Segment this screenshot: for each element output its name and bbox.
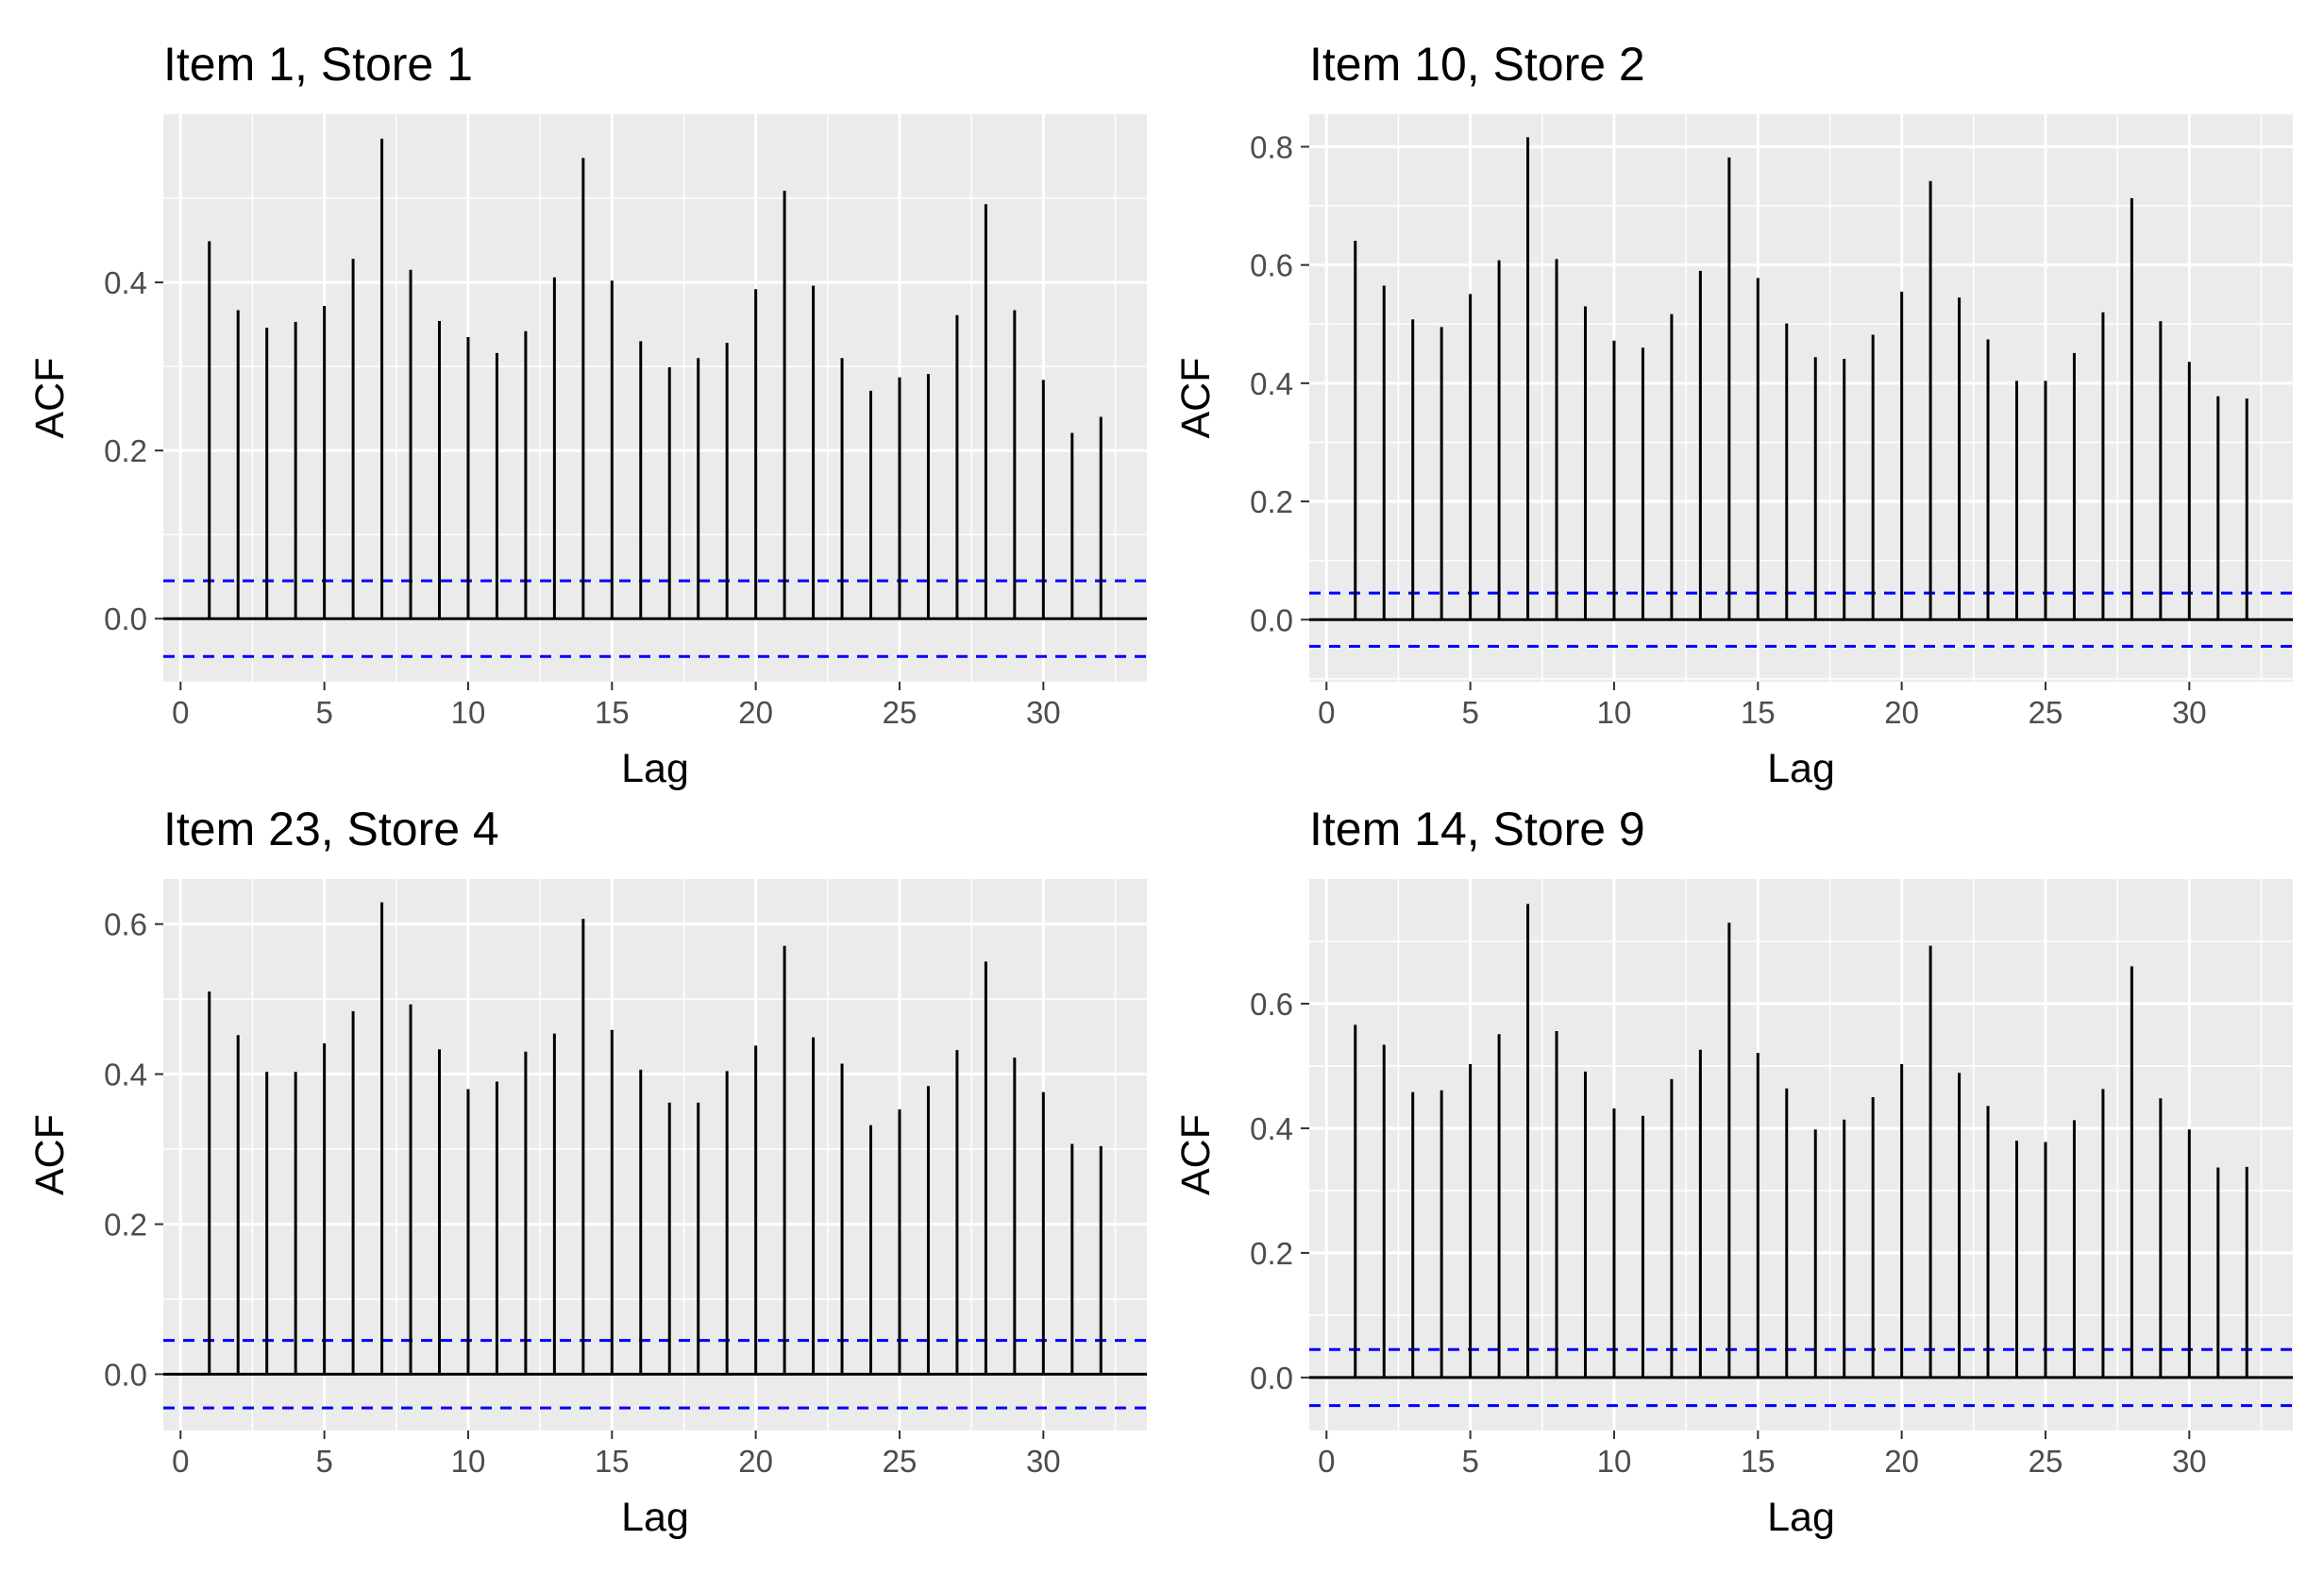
y-tick-label: 0.0 xyxy=(104,1357,147,1392)
x-tick-label: 0 xyxy=(172,1444,189,1479)
x-tick-label: 30 xyxy=(1026,1444,1061,1479)
y-tick-label: 0.2 xyxy=(1250,484,1293,519)
x-tick-label: 20 xyxy=(738,1444,773,1479)
y-tick-label: 0.2 xyxy=(104,433,147,468)
x-axis-title: Lag xyxy=(621,1495,689,1540)
y-tick-label: 0.2 xyxy=(104,1207,147,1242)
x-axis-title: Lag xyxy=(1767,1495,1835,1540)
y-tick-label: 0.6 xyxy=(1250,248,1293,283)
x-tick-label: 10 xyxy=(1597,695,1632,730)
x-tick-label: 15 xyxy=(1741,695,1776,730)
x-tick-label: 0 xyxy=(1318,695,1335,730)
x-tick-label: 5 xyxy=(315,1444,332,1479)
panel-title: Item 14, Store 9 xyxy=(1309,803,1645,855)
y-tick-label: 0.6 xyxy=(1250,987,1293,1022)
panel-background xyxy=(1309,114,2293,682)
x-tick-label: 25 xyxy=(883,1444,918,1479)
x-tick-label: 30 xyxy=(1026,695,1061,730)
x-axis-title: Lag xyxy=(621,746,689,791)
x-tick-label: 0 xyxy=(1318,1444,1335,1479)
panel-background xyxy=(163,879,1147,1430)
y-tick-label: 0.0 xyxy=(1250,602,1293,637)
x-tick-label: 5 xyxy=(1461,1444,1478,1479)
panel-title: Item 23, Store 4 xyxy=(163,803,499,855)
x-tick-label: 25 xyxy=(2029,695,2063,730)
panel-title: Item 1, Store 1 xyxy=(163,38,473,91)
y-tick-label: 0.0 xyxy=(104,601,147,636)
y-tick-label: 0.4 xyxy=(104,1058,147,1092)
x-tick-label: 10 xyxy=(451,1444,486,1479)
x-tick-label: 10 xyxy=(451,695,486,730)
x-tick-label: 30 xyxy=(2172,1444,2207,1479)
panel-title: Item 10, Store 2 xyxy=(1309,38,1645,91)
x-tick-label: 20 xyxy=(738,695,773,730)
y-tick-label: 0.2 xyxy=(1250,1236,1293,1271)
x-tick-label: 5 xyxy=(315,695,332,730)
y-tick-label: 0.4 xyxy=(1250,1111,1293,1146)
x-tick-label: 15 xyxy=(595,695,630,730)
x-tick-label: 10 xyxy=(1597,1444,1632,1479)
x-tick-label: 25 xyxy=(2029,1444,2063,1479)
x-axis-title: Lag xyxy=(1767,746,1835,791)
y-tick-label: 0.8 xyxy=(1250,129,1293,164)
y-axis-title: ACF xyxy=(1173,1114,1219,1195)
acf-panel-3: 0 5 10 15 20 25 30 0.0 0.2 0.4 0.6 Item 23, Store 4… xyxy=(27,803,1147,1540)
acf-panel-1: 0 5 10 15 20 25 30 0.0 0.2 0.4 Item 1, Store 1 Lag A… xyxy=(27,38,1147,791)
panel-background xyxy=(163,114,1147,682)
x-tick-label: 15 xyxy=(1741,1444,1776,1479)
x-tick-label: 20 xyxy=(1884,1444,1919,1479)
acf-panel-4: 0 5 10 15 20 25 30 0.0 0.2 0.4 0.6 Item 14, Store 9… xyxy=(1173,803,2293,1540)
y-axis-title: ACF xyxy=(27,358,73,439)
x-tick-label: 0 xyxy=(172,695,189,730)
y-axis-title: ACF xyxy=(27,1114,73,1195)
acf-panel-2: 0 5 10 15 20 25 30 0.0 0.2 0.4 0.6 0.8 Item 10, Stor… xyxy=(1173,38,2293,791)
x-tick-label: 25 xyxy=(883,695,918,730)
y-tick-label: 0.4 xyxy=(104,265,147,300)
x-tick-label: 15 xyxy=(595,1444,630,1479)
y-tick-label: 0.4 xyxy=(1250,366,1293,401)
y-tick-label: 0.6 xyxy=(104,907,147,942)
panel-background xyxy=(1309,879,2293,1430)
x-tick-label: 5 xyxy=(1461,695,1478,730)
x-tick-label: 20 xyxy=(1884,695,1919,730)
y-tick-label: 0.0 xyxy=(1250,1361,1293,1396)
y-axis-title: ACF xyxy=(1173,358,1219,439)
x-tick-label: 30 xyxy=(2172,695,2207,730)
